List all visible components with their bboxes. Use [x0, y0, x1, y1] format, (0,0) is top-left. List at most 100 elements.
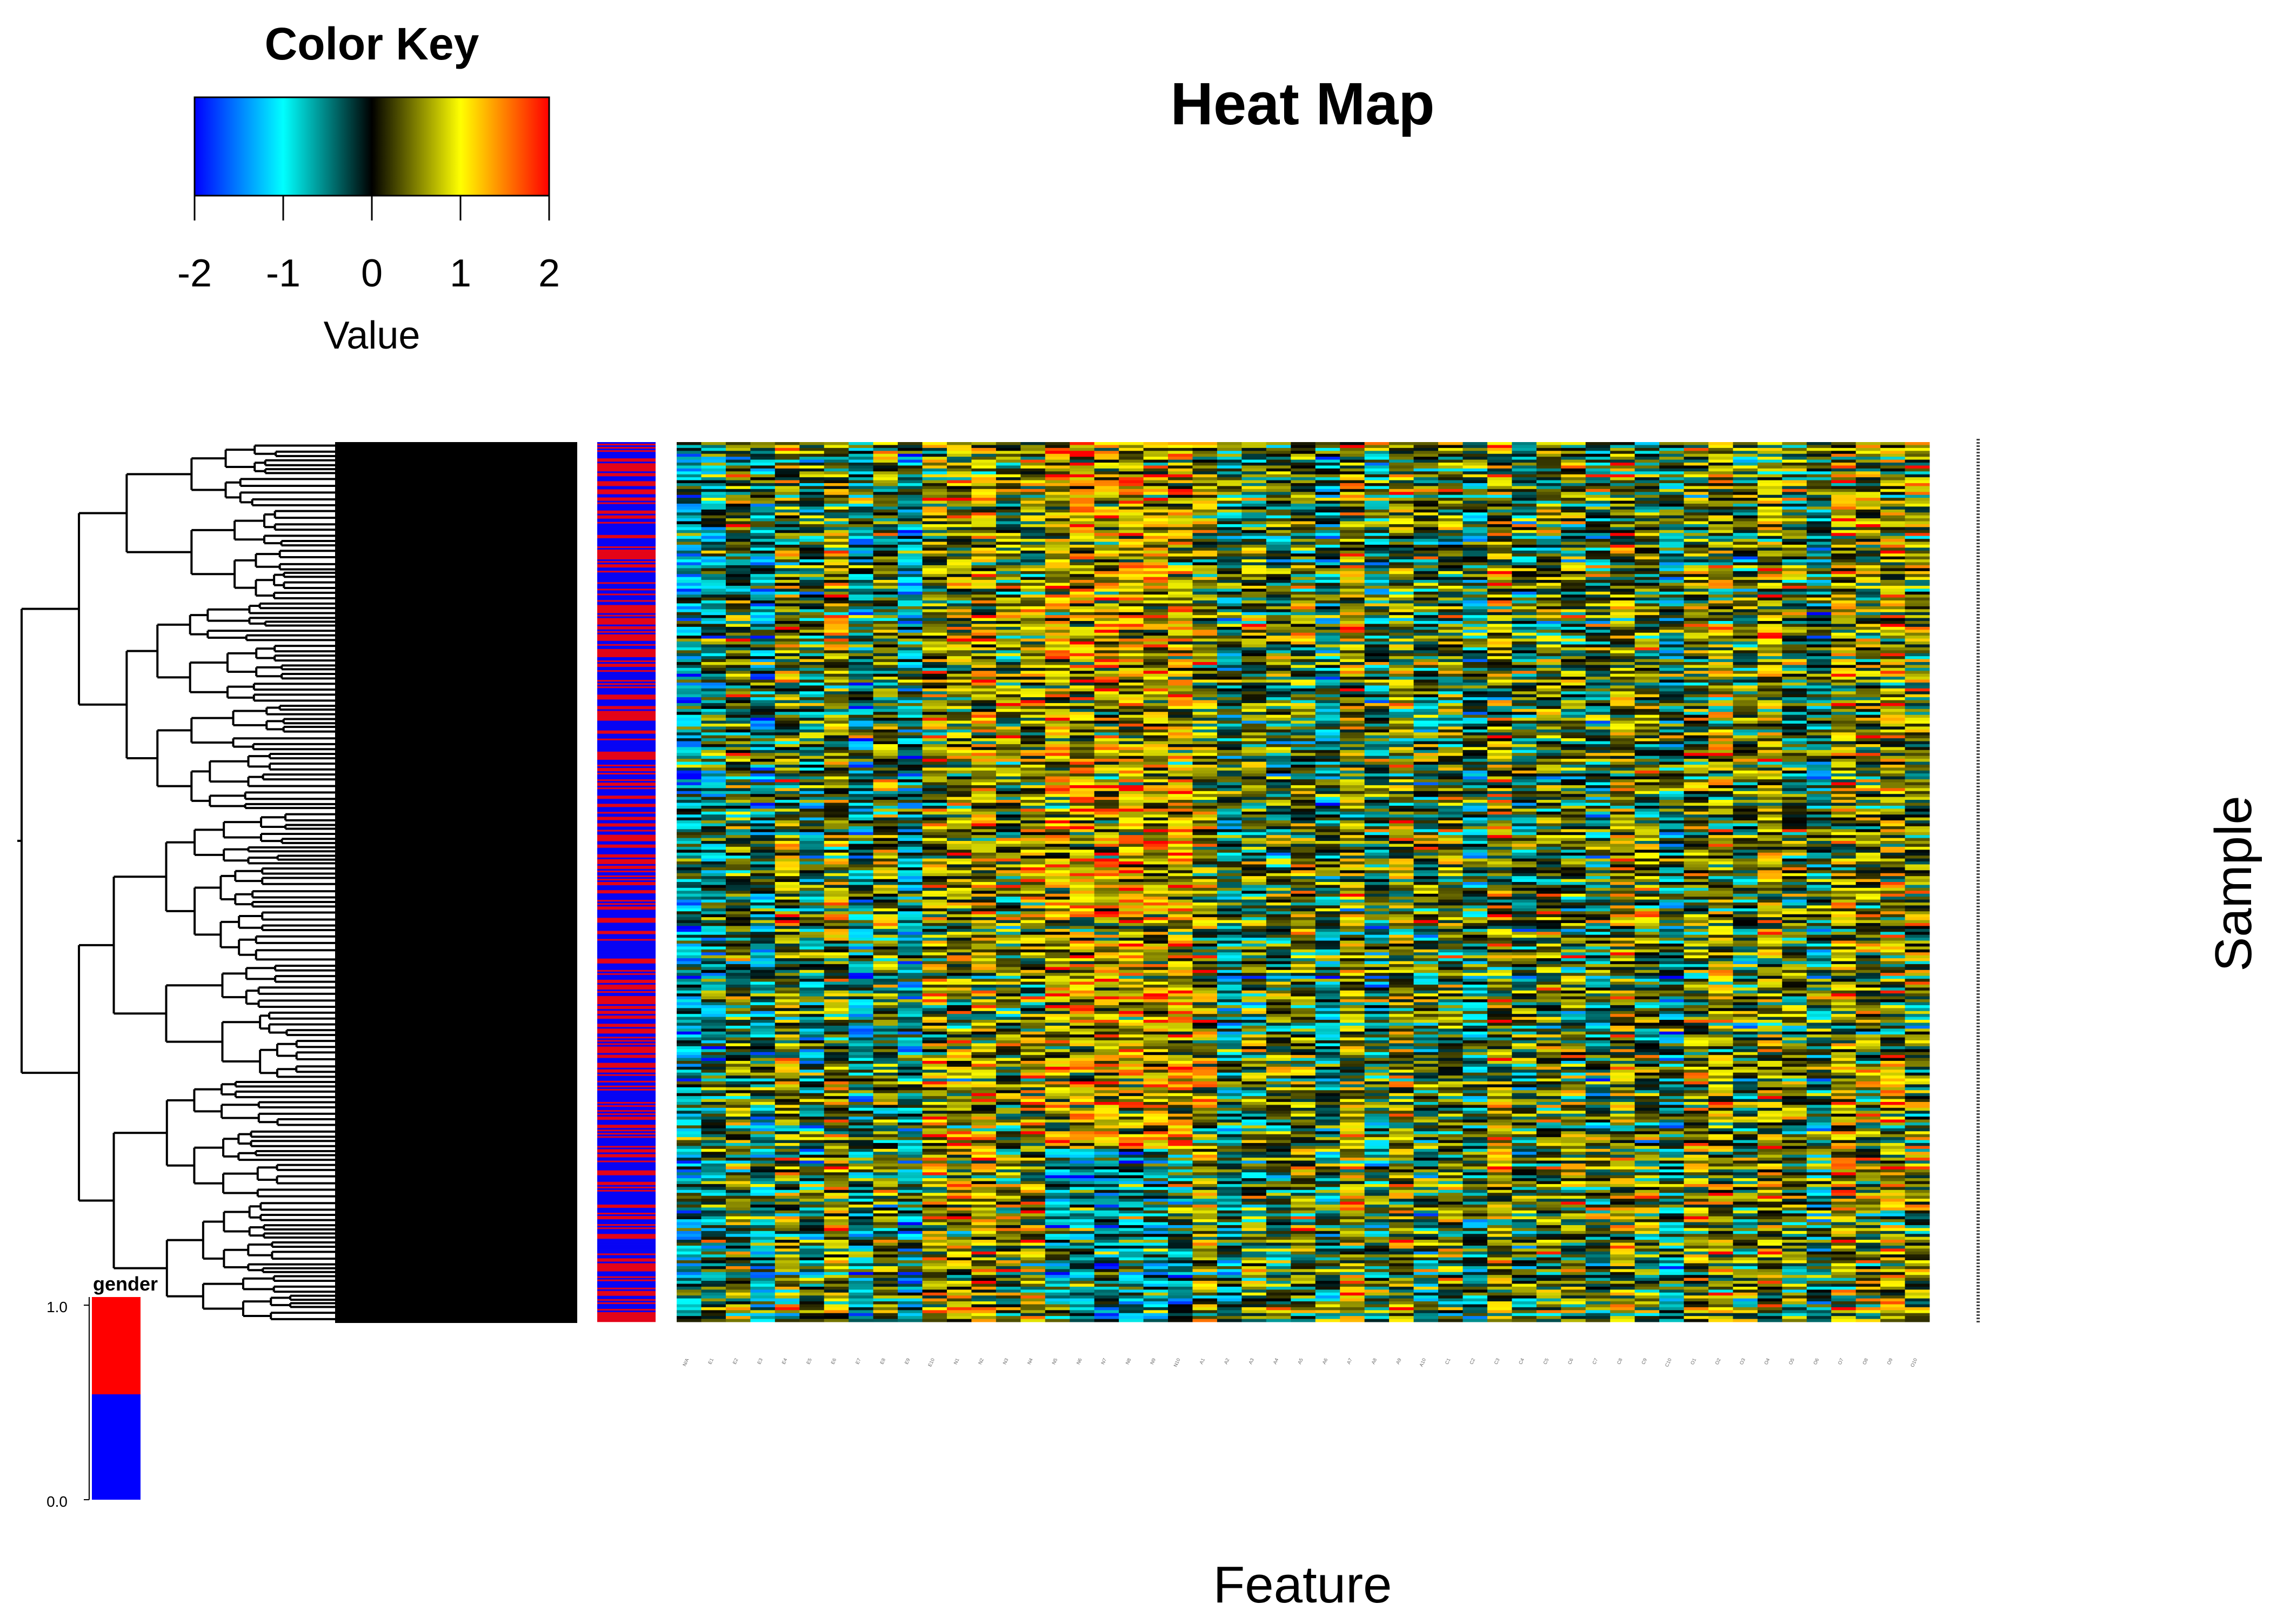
heatmap-cell	[898, 650, 923, 653]
annotation-cell	[597, 744, 656, 745]
heatmap-cell	[1586, 495, 1611, 498]
heatmap-cell	[1831, 469, 1856, 472]
heatmap-cell	[1241, 506, 1266, 510]
heatmap-cell	[799, 598, 824, 601]
heatmap-cell	[923, 627, 947, 630]
heatmap-cell	[1144, 606, 1169, 610]
heatmap-cell	[1414, 606, 1439, 610]
heatmap-cell	[1340, 639, 1365, 642]
heatmap-cell	[677, 615, 702, 618]
annotation-cell	[597, 506, 656, 507]
heatmap-cell	[1192, 568, 1217, 571]
heatmap-cell	[1659, 516, 1684, 519]
heatmap-cell	[849, 474, 873, 478]
heatmap-cell	[947, 665, 972, 668]
heatmap-cell	[996, 495, 1021, 498]
heatmap-cell	[1659, 442, 1684, 445]
heatmap-cell	[1561, 621, 1586, 624]
heatmap-cell	[898, 551, 923, 554]
heatmap-cell	[1487, 536, 1512, 539]
heatmap-cell	[1168, 641, 1193, 645]
heatmap-cell	[1414, 559, 1439, 563]
heatmap-cell	[849, 457, 873, 460]
heatmap-cell	[1586, 522, 1611, 525]
annotation-cell	[597, 778, 656, 779]
heatmap-cell	[824, 636, 849, 639]
heatmap-cell	[1782, 530, 1807, 533]
heatmap-cell	[677, 580, 702, 583]
heatmap-cell	[996, 577, 1021, 580]
heatmap-cell	[971, 524, 996, 527]
heatmap-cell	[1340, 489, 1365, 492]
annotation-cell	[597, 949, 656, 951]
heatmap-cell	[1241, 621, 1266, 624]
heatmap-cell	[1782, 665, 1807, 668]
heatmap-cell	[1316, 553, 1340, 557]
heatmap-cell	[775, 618, 800, 621]
annotation-cell	[597, 644, 656, 646]
heatmap-cell	[1070, 583, 1094, 586]
heatmap-cell	[1635, 469, 1660, 472]
heatmap-cell	[971, 647, 996, 651]
heatmap-cell	[1758, 518, 1782, 522]
heatmap-cell	[1586, 489, 1611, 492]
heatmap-cell	[1020, 536, 1045, 539]
heatmap-cell	[1192, 612, 1217, 616]
heatmap-cell	[1241, 530, 1266, 533]
heatmap-cell	[1094, 445, 1119, 448]
heatmap-cell	[1684, 624, 1708, 627]
heatmap-cell	[1094, 469, 1119, 472]
heatmap-cell	[849, 557, 873, 560]
heatmap-cell	[873, 474, 898, 478]
heatmap-cell	[799, 641, 824, 645]
heatmap-cell	[726, 518, 751, 522]
heatmap-cell	[1733, 653, 1758, 657]
heatmap-cell	[677, 609, 702, 612]
heatmap-cell	[726, 522, 751, 525]
heatmap-cell	[1241, 454, 1266, 457]
heatmap-cell	[1266, 606, 1291, 610]
heatmap-cell	[1168, 621, 1193, 624]
heatmap-cell	[1807, 510, 1832, 513]
heatmap-cell	[1365, 580, 1390, 583]
heatmap-cell	[1045, 562, 1070, 565]
heatmap-cell	[1610, 510, 1635, 513]
heatmap-cell	[898, 641, 923, 645]
heatmap-cell	[1610, 551, 1635, 554]
heatmap-cell	[1094, 539, 1119, 542]
heatmap-cell	[1586, 542, 1611, 545]
annotation-cell	[597, 1263, 656, 1265]
heatmap-cell	[1119, 653, 1144, 657]
heatmap-cell	[1119, 562, 1144, 565]
heatmap-cell	[849, 653, 873, 657]
heatmap-cell	[1733, 510, 1758, 513]
heatmap-cell	[701, 615, 726, 618]
heatmap-cell	[1365, 609, 1390, 612]
heatmap-cell	[1733, 659, 1758, 663]
heatmap-cell	[726, 539, 751, 542]
heatmap-cell	[1119, 510, 1144, 513]
heatmap-cell	[775, 463, 800, 466]
annotation-cell	[597, 693, 656, 694]
heatmap-cell	[1487, 624, 1512, 627]
heatmap-cell	[1512, 624, 1537, 627]
heatmap-cell	[677, 559, 702, 563]
heatmap-cell	[1144, 586, 1169, 589]
heatmap-cell	[1414, 565, 1439, 569]
annotation-cell	[597, 1218, 656, 1219]
heatmap-cell	[1241, 551, 1266, 554]
heatmap-cell	[898, 615, 923, 618]
heatmap-cell	[1537, 539, 1561, 542]
heatmap-cell	[1070, 656, 1094, 659]
heatmap-cell	[750, 553, 775, 557]
heatmap-cell	[1831, 568, 1856, 571]
heatmap-cell	[775, 571, 800, 574]
heatmap-cell	[1537, 630, 1561, 633]
heatmap-cell	[849, 442, 873, 445]
heatmap-cell	[1291, 522, 1316, 525]
annotation-cell	[597, 577, 656, 579]
annotation-cell	[597, 851, 656, 853]
heatmap-cell	[898, 589, 923, 592]
heatmap-cell	[1168, 577, 1193, 580]
heatmap-cell	[971, 615, 996, 618]
